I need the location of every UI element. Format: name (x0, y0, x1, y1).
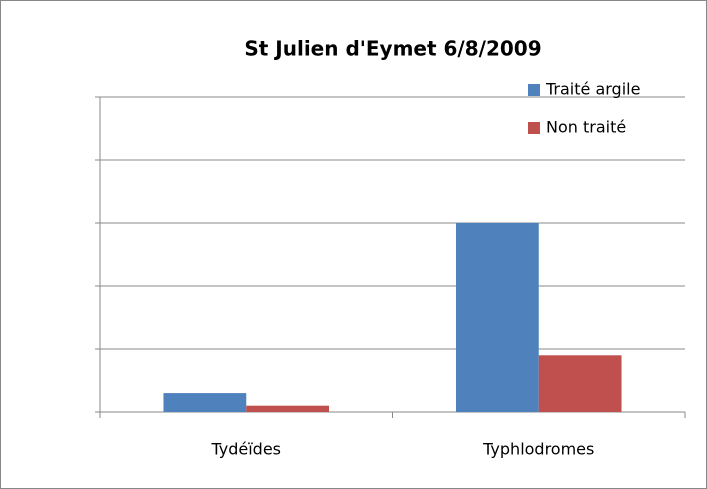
bar (538, 355, 622, 412)
chart-title: St Julien d'Eymet 6/8/2009 (244, 37, 541, 61)
x-tick-label: Tydéïdes (210, 440, 281, 459)
legend-label: Non traité (546, 118, 626, 137)
x-tick-label: Typhlodromes (482, 440, 594, 459)
bar (163, 393, 247, 412)
legend-label: Traité argile (545, 80, 640, 99)
legend-swatch (528, 84, 540, 96)
bar (455, 223, 539, 412)
bar (246, 405, 330, 412)
legend-swatch (528, 122, 540, 134)
